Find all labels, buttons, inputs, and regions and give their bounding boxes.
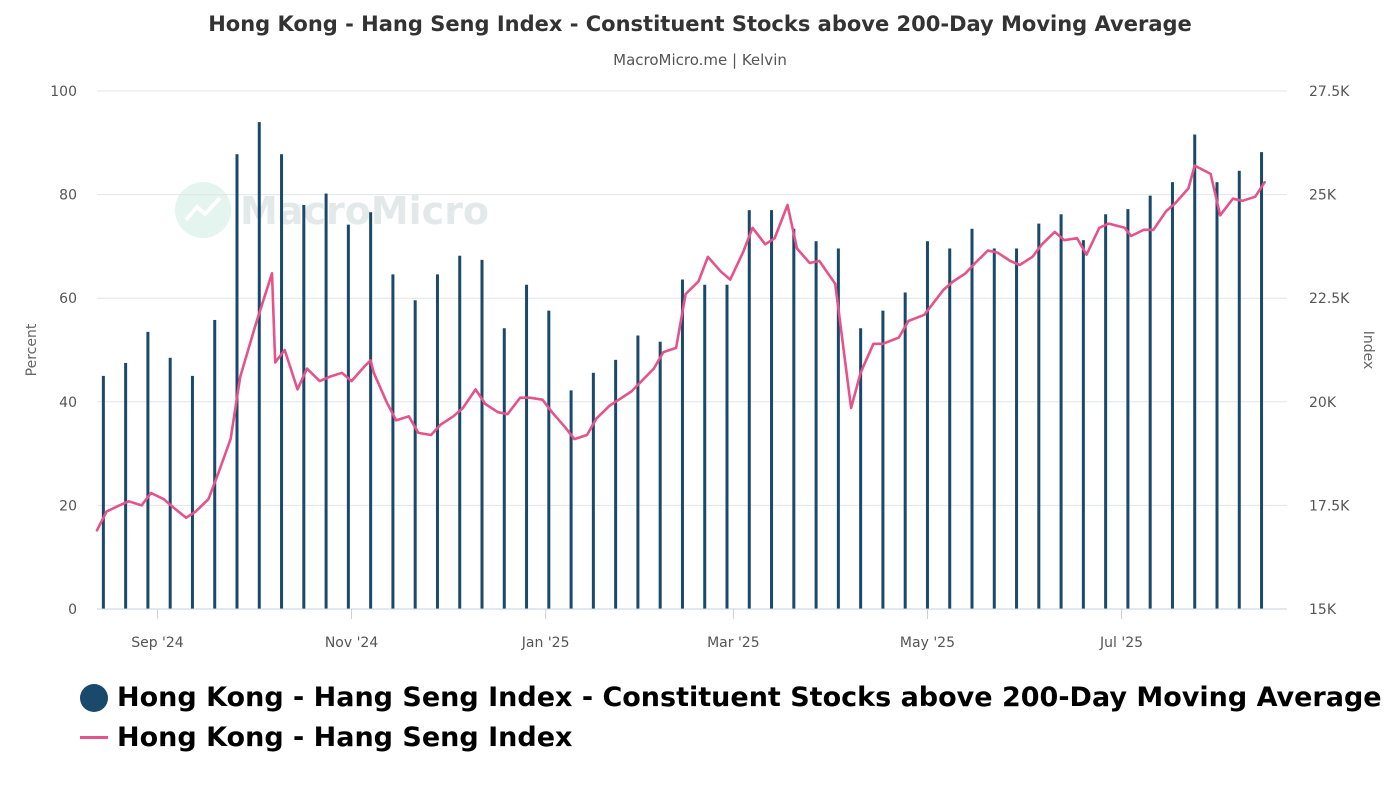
bar[interactable] — [525, 284, 529, 609]
axes: 0 15K 20 17.5K 40 20K 60 22.5K 80 25K 100 27.5K Sep … — [50, 84, 1350, 651]
chart-subtitle: MacroMicro.me | Kelvin — [613, 51, 787, 69]
right-axis-title: Index — [1360, 331, 1376, 370]
chart-area: Hong Kong - Hang Seng Index - Constituen… — [24, 12, 1376, 651]
right-tick-label: 25K — [1309, 188, 1337, 204]
bar[interactable] — [458, 255, 462, 609]
bar-series — [101, 122, 1264, 610]
bar[interactable] — [680, 279, 684, 609]
legend-item-breadth[interactable]: Hong Kong - Hang Seng Index - Constituen… — [80, 682, 1382, 713]
bar[interactable] — [391, 274, 395, 609]
bar[interactable] — [970, 228, 974, 609]
bar[interactable] — [1059, 214, 1063, 609]
legend-line-icon — [80, 736, 108, 739]
right-tick-label: 27.5K — [1309, 84, 1350, 100]
bar[interactable] — [925, 241, 929, 609]
bar[interactable] — [636, 335, 640, 609]
left-tick-label: 0 — [68, 602, 77, 618]
legend-label-index: Hong Kong - Hang Seng Index — [117, 722, 573, 753]
bar[interactable] — [1081, 240, 1085, 609]
watermark: MacroMicro — [175, 182, 489, 238]
bar[interactable] — [747, 210, 751, 609]
left-tick-label: 100 — [50, 84, 77, 100]
bar[interactable] — [1015, 248, 1019, 610]
bar[interactable] — [836, 248, 840, 610]
bar[interactable] — [1037, 223, 1041, 609]
x-tick-label: Jan '25 — [521, 635, 570, 651]
bar[interactable] — [1170, 182, 1174, 609]
x-tick-label: Jul '25 — [1099, 635, 1143, 651]
bar[interactable] — [480, 259, 484, 609]
bar[interactable] — [369, 212, 373, 609]
bar[interactable] — [1126, 209, 1130, 609]
bar[interactable] — [235, 154, 239, 610]
bar[interactable] — [101, 375, 105, 609]
bar[interactable] — [658, 341, 662, 609]
bar[interactable] — [859, 328, 863, 609]
left-tick-label: 40 — [59, 395, 77, 411]
bar[interactable] — [324, 193, 328, 609]
left-tick-label: 80 — [59, 188, 77, 204]
bar[interactable] — [881, 310, 885, 609]
watermark-text: MacroMicro — [240, 189, 489, 233]
bar[interactable] — [280, 154, 284, 610]
right-tick-label: 22.5K — [1309, 291, 1350, 307]
bar[interactable] — [257, 122, 261, 609]
right-tick-label: 15K — [1309, 602, 1337, 618]
bar[interactable] — [614, 359, 618, 609]
x-tick-label: Nov '24 — [325, 635, 379, 651]
legend-label-breadth: Hong Kong - Hang Seng Index - Constituen… — [117, 682, 1382, 713]
bar[interactable] — [903, 292, 907, 609]
bar[interactable] — [1260, 152, 1264, 609]
bar[interactable] — [948, 248, 952, 610]
grid-lines — [97, 90, 1287, 506]
bar[interactable] — [213, 319, 217, 609]
index-line[interactable] — [95, 164, 1266, 532]
legend-circle-icon — [80, 683, 108, 712]
bar[interactable] — [346, 224, 350, 610]
bar[interactable] — [1148, 195, 1152, 610]
bar[interactable] — [146, 331, 150, 609]
bar[interactable] — [1215, 182, 1219, 609]
bar[interactable] — [168, 357, 172, 609]
right-tick-label: 17.5K — [1309, 498, 1350, 514]
watermark-trend-icon — [184, 196, 222, 222]
bar[interactable] — [1237, 170, 1241, 609]
x-tick-label: Mar '25 — [707, 635, 760, 651]
left-axis-title: Percent — [24, 323, 40, 376]
bar[interactable] — [124, 362, 128, 609]
bar[interactable] — [435, 274, 439, 609]
left-tick-label: 20 — [59, 498, 77, 514]
bar[interactable] — [1193, 134, 1197, 609]
bar[interactable] — [302, 204, 306, 609]
line-series-group — [95, 164, 1266, 532]
bar[interactable] — [814, 241, 818, 609]
bar[interactable] — [190, 375, 194, 609]
right-tick-label: 20K — [1309, 395, 1337, 411]
bar[interactable] — [1104, 214, 1108, 609]
bar[interactable] — [770, 210, 774, 609]
x-tick-label: Sep '24 — [131, 635, 184, 651]
bar[interactable] — [547, 310, 551, 609]
bar[interactable] — [413, 300, 417, 609]
chart-title: Hong Kong - Hang Seng Index - Constituen… — [208, 12, 1192, 36]
x-tick-label: May '25 — [900, 635, 955, 651]
bar[interactable] — [725, 284, 729, 609]
bar[interactable] — [792, 228, 796, 609]
bar[interactable] — [569, 390, 573, 609]
left-tick-label: 60 — [59, 291, 77, 307]
bar[interactable] — [992, 248, 996, 610]
bar[interactable] — [591, 372, 595, 609]
bar[interactable] — [703, 284, 707, 609]
bar[interactable] — [502, 328, 506, 609]
legend-item-index[interactable]: Hong Kong - Hang Seng Index — [80, 722, 572, 753]
